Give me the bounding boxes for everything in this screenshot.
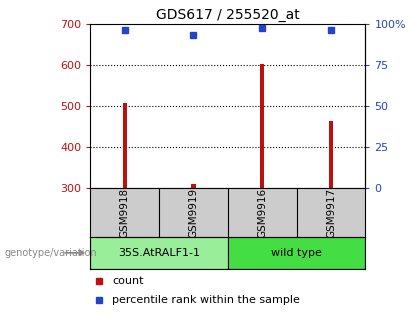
Text: percentile rank within the sample: percentile rank within the sample: [112, 295, 300, 305]
Bar: [90, 237, 228, 269]
Text: 35S.AtRALF1-1: 35S.AtRALF1-1: [118, 248, 200, 258]
Text: count: count: [112, 276, 144, 286]
Text: wild type: wild type: [271, 248, 322, 258]
Bar: [123, 103, 127, 188]
Text: GSM9917: GSM9917: [326, 187, 336, 238]
Bar: [329, 121, 333, 188]
Bar: [228, 237, 365, 269]
Text: GSM9916: GSM9916: [257, 187, 267, 238]
Text: GSM9918: GSM9918: [120, 187, 130, 238]
Text: genotype/variation: genotype/variation: [4, 248, 97, 258]
Bar: [192, 184, 196, 188]
Title: GDS617 / 255520_at: GDS617 / 255520_at: [156, 8, 300, 23]
Bar: [260, 64, 264, 188]
Text: GSM9919: GSM9919: [189, 187, 199, 238]
